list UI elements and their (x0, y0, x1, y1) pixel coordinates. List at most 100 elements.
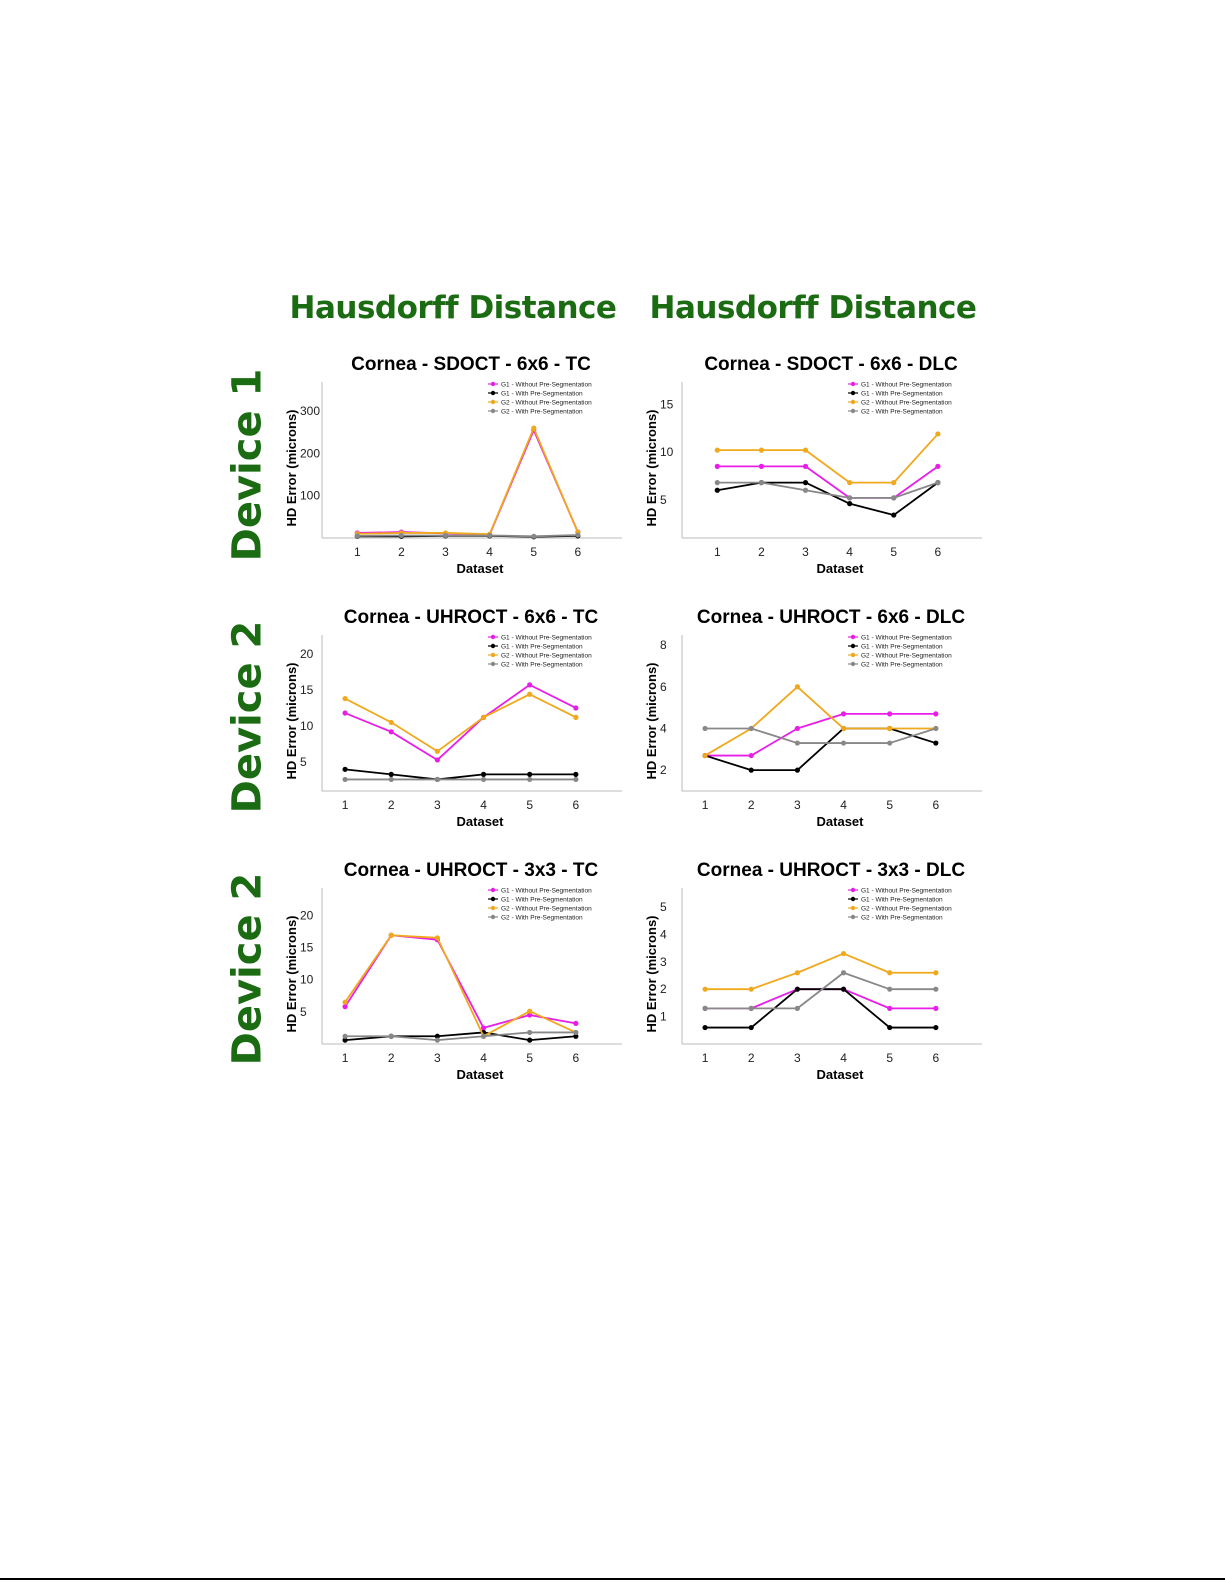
data-point (933, 1024, 939, 1031)
data-point (748, 1024, 754, 1031)
data-point (702, 752, 708, 759)
legend-entry-label: G2 - Without Pre-Segmentation (501, 399, 592, 406)
x-tick-label: 3 (442, 545, 449, 559)
data-point (933, 986, 939, 992)
legend-swatch-marker (490, 914, 496, 920)
chart-title: Cornea - UHROCT - 3x3 - DLC (697, 860, 965, 881)
data-point (388, 776, 394, 783)
data-point (933, 740, 939, 746)
series-line-g1-without (705, 988, 936, 1010)
page-bottom-rule (0, 1578, 1225, 1580)
x-axis-label: Dataset (817, 561, 865, 576)
chart-uhroct-3x3-tc: Cornea - UHROCT - 3x3 - TC 5 10 15 20 1 2 3 4 5 6 D… (280, 854, 630, 1084)
data-point (802, 480, 809, 486)
legend-swatch-marker (490, 887, 496, 893)
chart-sdoct-6x6-tc: Cornea - SDOCT - 6x6 - TC 100 200 300 1 2 3 4 5 6… (280, 348, 630, 578)
data-point (702, 725, 708, 732)
legend-entry-label: G1 - With Pre-Segmentation (501, 896, 583, 903)
row-label-device-2-top: Device 2 (224, 620, 270, 814)
series-line-g1-without (344, 934, 577, 1029)
data-point (573, 1020, 579, 1027)
legend-swatch-marker (850, 896, 856, 902)
x-tick-label: 6 (575, 545, 582, 559)
x-tick-label: 1 (702, 1051, 709, 1065)
data-point (480, 1025, 487, 1031)
data-point (802, 463, 809, 469)
chart-svg: Cornea - UHROCT - 6x6 - TC 5 10 15 20 1 2 3 4 5 6 D… (284, 607, 622, 829)
series-line-g2-without (705, 952, 936, 991)
data-point (434, 935, 440, 941)
legend-entry-label: G2 - With Pre-Segmentation (501, 408, 583, 415)
data-point (573, 705, 579, 711)
x-tick-label: 1 (342, 798, 349, 812)
data-point (398, 532, 405, 539)
legend-entry-label: G2 - With Pre-Segmentation (861, 408, 943, 415)
data-point (434, 748, 440, 754)
data-point (802, 447, 809, 453)
x-tick-label: 4 (480, 1051, 487, 1065)
series-line-g2-without (344, 693, 577, 753)
series-line-g2-without (717, 433, 939, 484)
data-point (480, 776, 487, 783)
legend-entry-label: G2 - With Pre-Segmentation (501, 914, 583, 921)
data-point (794, 725, 800, 732)
y-tick-label: 10 (300, 719, 314, 733)
x-tick-label: 2 (748, 1051, 755, 1065)
legend-swatch-marker (850, 887, 856, 893)
legend-entry-label: G1 - Without Pre-Segmentation (501, 887, 592, 894)
chart-title: Cornea - UHROCT - 6x6 - DLC (697, 607, 965, 628)
data-point (933, 1005, 939, 1011)
data-point (480, 714, 487, 720)
chart-uhroct-3x3-dlc: Cornea - UHROCT - 3x3 - DLC 1 2 3 4 5 1 2 3 4 5 6 Da… (640, 854, 990, 1084)
data-point (887, 725, 893, 732)
y-tick-label: 5 (300, 755, 307, 769)
x-tick-label: 3 (802, 545, 809, 559)
x-tick-label: 3 (434, 1051, 441, 1065)
data-point (342, 776, 348, 783)
data-point (573, 1033, 579, 1039)
data-point (342, 1004, 348, 1010)
data-point (573, 1029, 579, 1036)
legend-entry-label: G2 - Without Pre-Segmentation (861, 905, 952, 912)
y-tick-label: 10 (300, 973, 314, 987)
legend-entry-label: G1 - Without Pre-Segmentation (501, 634, 592, 641)
x-tick-label: 1 (714, 545, 721, 559)
data-point (794, 970, 800, 976)
data-point (342, 710, 348, 716)
series-line-g1-with (704, 727, 937, 772)
legend-swatch-marker (850, 399, 856, 405)
x-tick-label: 5 (886, 798, 893, 812)
data-point (933, 711, 939, 717)
y-axis-label: HD Error (microns) (284, 662, 299, 779)
data-point (847, 501, 853, 507)
data-point (531, 425, 537, 431)
y-tick-label: 15 (660, 397, 674, 411)
y-tick-label: 2 (660, 982, 667, 996)
x-tick-label: 6 (573, 1051, 580, 1065)
data-point (935, 480, 941, 486)
series-line-g2-with (705, 971, 936, 1010)
legend-entry-label: G1 - With Pre-Segmentation (861, 643, 943, 650)
data-point (702, 986, 708, 992)
legend-entry-label: G1 - Without Pre-Segmentation (861, 381, 952, 388)
legend-swatch-marker (850, 914, 856, 920)
legend-swatch-marker (490, 408, 496, 414)
data-point (794, 740, 800, 746)
y-tick-label: 2 (660, 763, 667, 777)
data-point (573, 776, 579, 783)
y-tick-label: 5 (660, 900, 667, 914)
series-line-g1-without (705, 712, 936, 757)
data-point (840, 711, 847, 717)
chart-svg: Cornea - UHROCT - 3x3 - TC 5 10 15 20 1 2 3 4 5 6 D… (284, 860, 622, 1082)
series-line-g2-without (344, 934, 577, 1038)
legend-entry-label: G2 - Without Pre-Segmentation (501, 905, 592, 912)
legend-entry-label: G2 - With Pre-Segmentation (501, 661, 583, 668)
data-point (794, 1005, 800, 1011)
data-point (527, 776, 533, 783)
legend-entry-label: G1 - With Pre-Segmentation (501, 643, 583, 650)
series-line-g1-without (717, 465, 939, 499)
x-tick-label: 3 (434, 798, 441, 812)
data-point (891, 480, 897, 486)
series-line-g2-without (704, 685, 936, 757)
data-point (575, 532, 581, 538)
